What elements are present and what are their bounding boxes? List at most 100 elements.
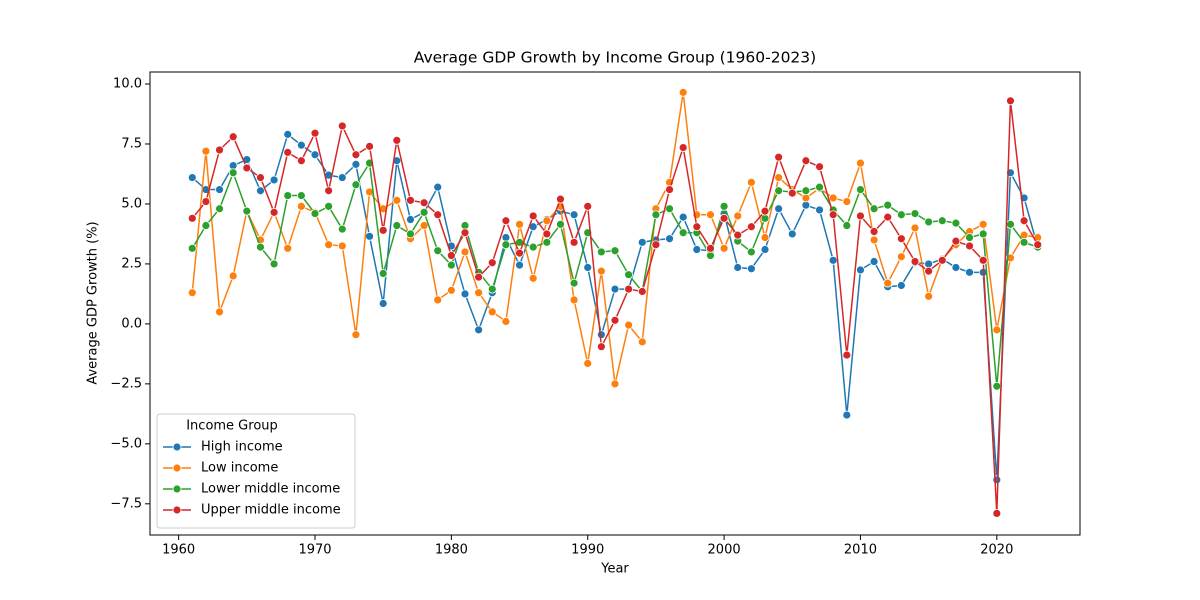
point	[965, 233, 974, 242]
legend-marker	[172, 442, 182, 452]
point	[201, 146, 211, 156]
point	[515, 260, 524, 270]
x-tick-label: 2000	[708, 543, 741, 558]
point	[378, 225, 388, 235]
point	[924, 291, 934, 301]
point	[678, 228, 688, 238]
point	[256, 186, 265, 196]
point	[583, 201, 593, 211]
point	[856, 185, 865, 194]
point	[896, 252, 906, 262]
legend-marker	[172, 505, 182, 515]
point	[719, 213, 729, 223]
point	[228, 132, 238, 142]
point	[692, 222, 702, 232]
point	[283, 147, 293, 157]
point	[596, 342, 606, 352]
point	[828, 193, 838, 203]
point	[365, 231, 374, 241]
point	[310, 128, 320, 138]
point	[910, 257, 920, 266]
point	[269, 259, 279, 269]
point	[774, 186, 784, 196]
point	[242, 163, 252, 173]
point	[487, 307, 497, 317]
point	[296, 140, 306, 150]
point	[828, 210, 838, 220]
point	[610, 284, 620, 294]
point	[610, 246, 620, 256]
point	[324, 201, 334, 211]
point	[787, 229, 797, 239]
point	[856, 265, 865, 275]
point	[937, 255, 947, 265]
point	[637, 337, 647, 347]
point	[951, 236, 961, 246]
point	[351, 150, 361, 160]
point	[501, 317, 511, 326]
point	[869, 204, 879, 214]
point	[651, 240, 661, 250]
point	[1019, 216, 1029, 226]
point	[801, 156, 811, 166]
point	[596, 266, 606, 276]
point	[1033, 240, 1043, 250]
point	[296, 201, 306, 211]
point	[419, 198, 429, 208]
point	[310, 150, 320, 160]
point	[910, 223, 920, 233]
point	[283, 243, 293, 253]
y-axis-label: Average GDP Growth (%)	[86, 221, 101, 384]
point	[760, 206, 770, 216]
point	[678, 143, 688, 152]
y-tick-label: −5.0	[110, 436, 142, 451]
legend-label: Upper middle income	[201, 503, 341, 518]
point	[256, 173, 265, 182]
point	[215, 185, 224, 194]
point	[501, 240, 511, 250]
point	[746, 177, 756, 187]
point	[896, 210, 906, 220]
point	[637, 237, 647, 247]
point	[665, 185, 674, 194]
point	[406, 215, 415, 224]
point	[310, 209, 320, 218]
series	[187, 158, 1043, 391]
point	[733, 263, 743, 272]
point	[528, 242, 538, 252]
point	[269, 207, 279, 217]
point	[406, 229, 415, 239]
point	[815, 205, 824, 215]
point	[706, 243, 715, 253]
point	[542, 237, 552, 247]
point	[719, 201, 729, 211]
y-tick-label: 5.0	[121, 196, 142, 211]
point	[392, 135, 402, 145]
point	[474, 272, 484, 282]
legend-label: High income	[201, 440, 283, 455]
point	[896, 281, 906, 290]
point	[337, 241, 347, 251]
point	[501, 216, 511, 226]
point	[187, 288, 197, 298]
point	[951, 218, 961, 228]
point	[706, 210, 715, 220]
point	[460, 228, 470, 238]
point	[856, 211, 865, 221]
point	[419, 207, 429, 217]
point	[828, 255, 838, 265]
point	[296, 191, 306, 200]
point	[1006, 219, 1015, 229]
point	[883, 212, 893, 222]
y-tick-label: 2.5	[121, 256, 142, 271]
point	[760, 233, 770, 242]
point	[842, 350, 852, 360]
point	[337, 121, 347, 131]
point	[392, 195, 402, 205]
point	[378, 269, 388, 278]
point	[869, 227, 879, 236]
point	[624, 320, 634, 330]
point	[869, 257, 879, 266]
point	[978, 229, 988, 239]
